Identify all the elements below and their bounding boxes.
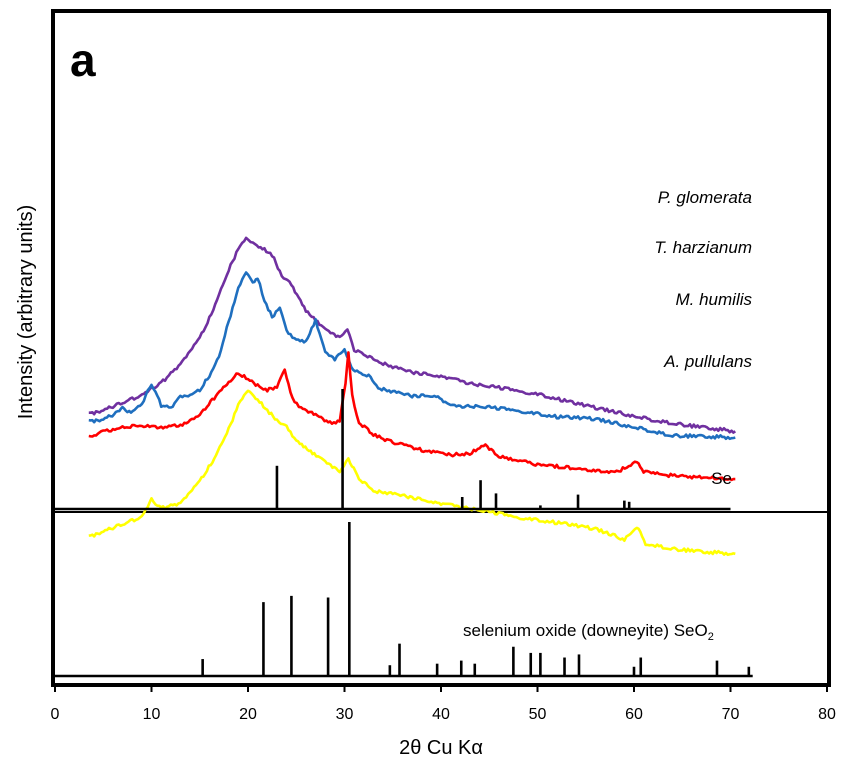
series-line-t-harzianum [88,271,736,441]
x-tick-label: 40 [432,706,450,723]
x-tick-label: 50 [529,706,547,723]
reference-label-se: Se [711,469,732,488]
reference-label-seo2: selenium oxide (downeyite) SeO2 [463,621,714,643]
reference-label-seo2-text: selenium oxide (downeyite) SeO [463,621,708,640]
x-tick-label: 10 [143,706,161,723]
x-tick-label: 20 [239,706,257,723]
panel-letter: a [70,34,96,86]
series-label-m-humilis: M. humilis [675,290,752,309]
x-tick-label: 60 [625,706,643,723]
x-tick-label: 70 [722,706,740,723]
x-tick-label: 80 [818,706,836,723]
series-line-m-humilis [88,351,736,482]
reference-label-seo2-subscript: 2 [708,631,714,643]
series-line-a-pullulans [88,389,736,557]
x-axis-title: 2θ Cu Kα [399,737,483,759]
y-axis-title: Intensity (arbitrary units) [15,205,37,420]
x-tick-label: 0 [51,706,60,723]
series-label-p-glomerata: P. glomerata [658,188,752,207]
x-tick-label: 30 [336,706,354,723]
series-line-p-glomerata [88,236,737,434]
series-label-a-pullulans: A. pullulans [663,352,752,371]
x-axis-ticks: 0 10 20 30 40 50 60 70 80 [51,685,836,723]
series-label-t-harzianum: T. harzianum [654,238,752,257]
reference-patterns [55,389,753,678]
series-layer [88,236,737,557]
plot-frame [51,9,831,687]
